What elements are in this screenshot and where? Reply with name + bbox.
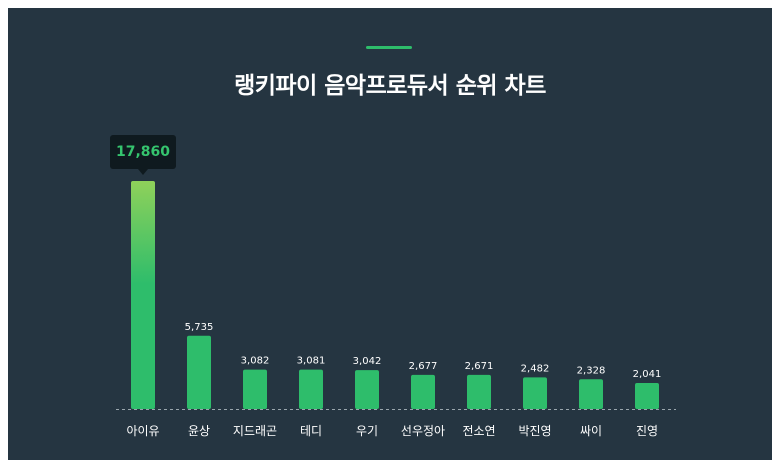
- bar-7[interactable]: [467, 374, 491, 409]
- value-label-7: 2,671: [465, 361, 494, 372]
- category-label-3: 지드래곤: [233, 424, 277, 438]
- value-label-4: 3,081: [297, 356, 326, 367]
- value-label-2: 5,735: [185, 322, 214, 333]
- value-label-3: 3,082: [241, 356, 270, 367]
- title-accent-bar: [366, 46, 412, 49]
- category-label-4: 테디: [300, 424, 322, 438]
- value-label-6: 2,677: [409, 361, 438, 372]
- bar-3[interactable]: [243, 369, 267, 409]
- bar-1[interactable]: [131, 181, 155, 409]
- category-label-8: 박진영: [518, 424, 551, 438]
- chart-title: 랭키파이 음악프로듀서 순위 차트: [234, 73, 546, 99]
- tooltip-pointer: [138, 169, 148, 175]
- bar-4[interactable]: [299, 369, 323, 409]
- value-label-10: 2,041: [633, 369, 662, 380]
- category-label-6: 선우정아: [401, 424, 445, 438]
- top-value-tooltip: 17,860: [110, 135, 176, 169]
- category-label-10: 진영: [636, 424, 658, 438]
- category-label-2: 윤상: [188, 424, 210, 438]
- bar-10[interactable]: [635, 382, 659, 409]
- value-label-8: 2,482: [521, 363, 550, 374]
- bar-chart: 아이유 5,735 윤상 3,082 지드래곤 3,081 테디 3,042 우기 2,677 선우…: [116, 181, 676, 438]
- bar-5[interactable]: [355, 370, 379, 409]
- bar-2[interactable]: [187, 335, 211, 409]
- category-label-7: 전소연: [462, 424, 495, 438]
- value-label-9: 2,328: [577, 365, 606, 376]
- bar-8[interactable]: [523, 377, 547, 409]
- bar-6[interactable]: [411, 374, 435, 409]
- bar-9[interactable]: [579, 379, 603, 409]
- value-label-5: 3,042: [353, 356, 382, 367]
- category-label-5: 우기: [356, 424, 378, 438]
- category-label-1: 아이유: [126, 424, 159, 438]
- category-label-9: 싸이: [580, 424, 602, 438]
- chart-card: 랭키파이 음악프로듀서 순위 차트 아이유 5,735 윤상 3,082 지드래곤 3,0…: [8, 8, 772, 460]
